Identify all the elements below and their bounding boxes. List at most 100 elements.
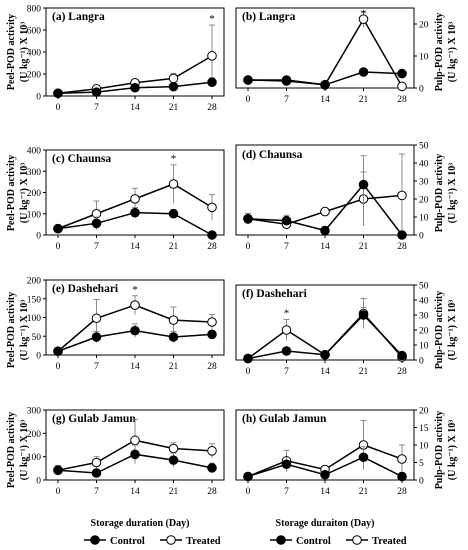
legend-treated-label: Treated (372, 536, 407, 547)
data-point (358, 452, 369, 463)
y-tick-label: 600 (27, 27, 42, 37)
y-tick-label: 200 (27, 71, 42, 81)
y-tick-label: 400 (27, 147, 42, 157)
x-tick-label: 14 (130, 362, 140, 372)
legend-control-marker (90, 535, 100, 545)
data-point (281, 459, 292, 470)
y-label-left-row2: Peel-POD activity (U kg⁻¹) X 10³ (6, 155, 30, 231)
legend-control-marker (276, 535, 286, 545)
data-point (168, 73, 179, 84)
data-point (281, 76, 292, 86)
x-tick-label: 14 (130, 103, 140, 113)
y-label-right-line2: (U kg⁻¹) X 10³ (447, 22, 458, 82)
x-tick-label: 21 (169, 103, 179, 113)
x-tick-label: 21 (359, 367, 369, 377)
data-point (130, 325, 140, 336)
x-tick-label: 0 (56, 487, 61, 497)
data-point (168, 208, 179, 219)
data-point (320, 225, 330, 236)
y-tick-label: 0 (36, 232, 41, 242)
data-point (207, 230, 217, 240)
x-tick-label: 0 (246, 242, 251, 252)
y-tick-label: 10 (419, 442, 429, 452)
significance-marker: * (132, 284, 138, 296)
y-label-left-row1: Peel-POD activity (U kg⁻¹) X 10³ (6, 14, 30, 90)
y-label-left-line2: (U kg⁻¹) X 10³ (19, 420, 30, 480)
x-tick-label: 28 (207, 362, 217, 372)
data-point (168, 81, 179, 92)
series-line (248, 17, 403, 87)
x-tick-label: 21 (359, 487, 369, 497)
y-tick-label: 0 (419, 477, 424, 487)
data-point (207, 329, 217, 340)
y-tick-label: 10 (419, 53, 429, 63)
x-tick-label: 21 (359, 95, 369, 105)
x-tick-label: 21 (169, 362, 179, 372)
data-point (91, 87, 102, 97)
data-point (358, 310, 369, 320)
data-point (130, 194, 140, 204)
panel-g: (g) Gulab Jamun 0 100 200 300 0 7 14 21 28 (27, 407, 225, 497)
x-tick-label: 0 (246, 487, 251, 497)
significance-marker: * (171, 153, 177, 165)
y-tick-label: 0 (419, 357, 424, 367)
x-tick-label: 7 (284, 242, 289, 252)
x-tick-label: 7 (94, 242, 99, 252)
y-tick-label: 15 (419, 424, 429, 434)
series-control (243, 446, 407, 482)
series-treated (53, 164, 217, 234)
y-tick-label: 800 (27, 5, 42, 15)
x-tick-label: 14 (320, 487, 330, 497)
y-tick-label: 400 (27, 49, 42, 59)
legend-right: Control Treated (270, 535, 407, 547)
data-point (281, 215, 292, 226)
data-point (168, 443, 179, 454)
x-tick-label: 28 (397, 487, 407, 497)
panel-e: (e) Dashehari 0 50 100 150 200 0 7 14 21 28 * (27, 277, 225, 372)
y-label-left-line1: Peel-POD activity (6, 292, 17, 368)
data-point (207, 77, 217, 88)
data-point (281, 325, 292, 335)
y-tick-label: 200 (27, 277, 42, 287)
data-point (358, 14, 369, 25)
panel-title: (c) Chaunsa (52, 153, 111, 165)
panel-title: (a) Langra (52, 11, 105, 23)
y-label-left-row3: Peel-POD activity (U kg⁻¹) X 10³ (6, 292, 30, 368)
y-tick-label: 20 (419, 327, 429, 337)
data-point (281, 346, 292, 356)
y-tick-label: 0 (36, 93, 41, 103)
panel-title: (d) Chaunsa (242, 149, 303, 161)
data-point (130, 435, 140, 446)
x-tick-label: 0 (56, 242, 61, 252)
data-point (168, 455, 179, 465)
y-label-right-line2: (U kg⁻¹) X 10³ (447, 420, 458, 480)
y-label-left-line1: Peel-POD activity (6, 155, 17, 231)
y-tick-label: 10 (419, 342, 429, 352)
x-tick-label: 14 (320, 95, 330, 105)
panel-title: (g) Gulab Jamun (52, 413, 136, 425)
x-tick-label: 21 (169, 487, 179, 497)
data-point (397, 68, 407, 79)
series-control (53, 77, 217, 99)
data-point (320, 469, 330, 480)
data-point (243, 75, 253, 85)
x-tick-label: 28 (397, 367, 407, 377)
data-point (207, 463, 217, 473)
x-tick-label: 28 (207, 103, 217, 113)
data-point (91, 332, 102, 342)
series-control (53, 444, 217, 478)
data-point (320, 349, 330, 360)
y-tick-label: 5 (419, 459, 424, 469)
y-label-right-row1: Pulp-POD activity (U kg⁻¹) X 10³ (434, 13, 458, 92)
legend-treated-marker (352, 535, 362, 545)
y-label-right-line1: Pulp-POD activity (434, 154, 445, 233)
data-point (53, 223, 63, 234)
data-point (397, 81, 407, 92)
data-point (397, 230, 407, 240)
data-point (207, 317, 217, 327)
y-label-left-line2: (U kg⁻¹) X 10³ (19, 163, 30, 223)
x-tick-label: 0 (56, 362, 61, 372)
y-tick-label: 40 (419, 297, 429, 307)
y-label-right-line1: Pulp-POD activity (434, 411, 445, 490)
y-tick-label: 0 (36, 477, 41, 487)
